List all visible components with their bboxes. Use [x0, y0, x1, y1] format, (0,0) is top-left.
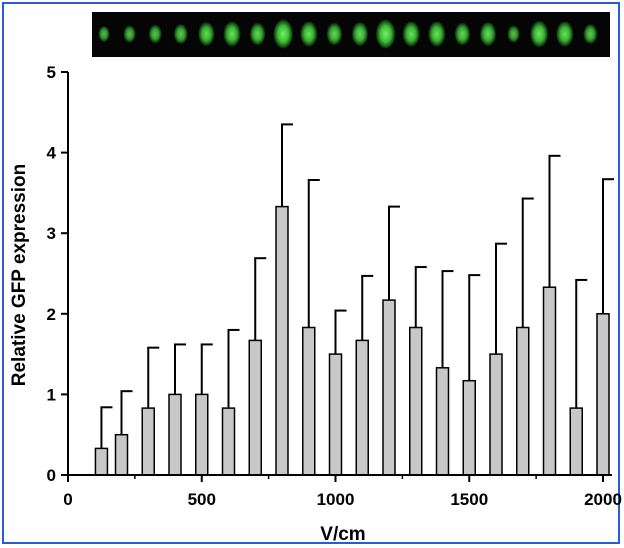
gfp-sample-6	[223, 21, 241, 47]
y-axis-title: Relative GFP expression	[9, 164, 30, 386]
error-bars-group	[100, 123, 614, 449]
bar-1	[94, 447, 109, 476]
bar-2	[114, 433, 129, 476]
bar-10	[328, 353, 343, 476]
gfp-sample-16	[480, 22, 496, 46]
bar-17	[516, 326, 530, 476]
gfp-sample-11	[352, 22, 368, 46]
gfp-sample-10	[326, 22, 342, 46]
gfp-sample-3	[148, 24, 162, 44]
gfp-sample-8	[273, 19, 293, 49]
gfp-sample-1	[98, 26, 110, 42]
bar-12	[382, 299, 396, 476]
x-tick-label-0: 0	[63, 490, 72, 509]
gfp-sample-20	[583, 24, 598, 44]
x-tick-label-500: 500	[188, 490, 216, 509]
bar-18	[542, 286, 557, 476]
gfp-sample-15	[454, 22, 470, 46]
bar-14	[435, 367, 450, 476]
y-tick-label-2: 2	[47, 305, 56, 324]
x-tick-label-1500: 1500	[450, 490, 488, 509]
gfp-sample-14	[428, 21, 446, 47]
bar-4	[168, 393, 182, 476]
x-tick-label-1000: 1000	[317, 490, 355, 509]
gfp-strip-canvas	[98, 19, 598, 49]
bar-19	[569, 407, 583, 476]
bar-11	[355, 339, 369, 476]
gfp-sample-13	[402, 21, 420, 47]
x-tick-label-2000: 2000	[584, 490, 622, 509]
bar-20	[596, 313, 610, 476]
bar-3	[141, 407, 155, 476]
y-tick-label-1: 1	[47, 385, 56, 404]
gfp-sample-18	[530, 20, 548, 48]
gfp-sample-4	[174, 24, 188, 44]
gfp-sample-12	[376, 19, 396, 49]
bar-7	[248, 339, 262, 476]
bar-15	[462, 379, 476, 476]
y-tick-label-3: 3	[47, 224, 56, 243]
gfp-sample-17	[507, 25, 520, 43]
gfp-sample-2	[123, 25, 136, 43]
gfp-image-strip	[92, 12, 610, 57]
axes-group: 0 1 2 3 4 5 0 500 1000 1500 2000	[47, 63, 622, 509]
bar-8	[275, 205, 289, 476]
y-tick-label-4: 4	[47, 144, 57, 163]
bar-16	[489, 353, 503, 476]
bar-6	[221, 407, 236, 476]
y-tick-label-0: 0	[47, 466, 56, 485]
gfp-sample-5	[198, 22, 215, 46]
bar-13	[409, 326, 423, 476]
y-tick-label-5: 5	[47, 63, 56, 82]
bars-group	[94, 205, 610, 476]
gfp-sample-19	[556, 21, 574, 47]
gfp-sample-9	[300, 21, 318, 47]
bar-9	[302, 326, 316, 476]
x-axis-title: V/cm	[320, 524, 365, 545]
gfp-sample-7	[250, 22, 266, 46]
bar-5	[195, 393, 209, 476]
